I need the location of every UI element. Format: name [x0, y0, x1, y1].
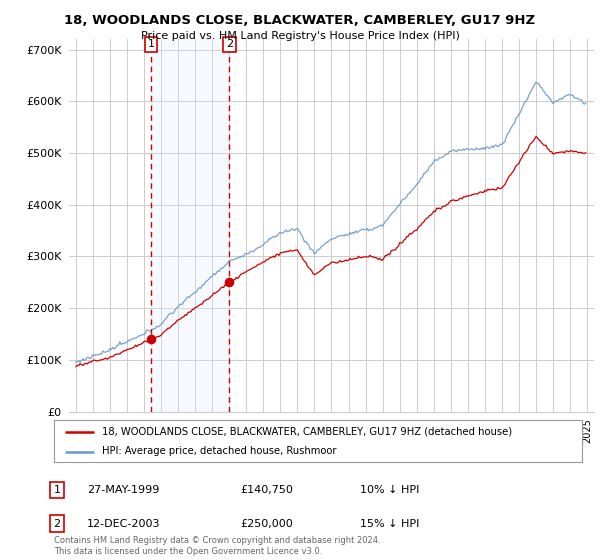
- Text: 10% ↓ HPI: 10% ↓ HPI: [360, 485, 419, 495]
- Text: 2: 2: [53, 519, 61, 529]
- Text: 18, WOODLANDS CLOSE, BLACKWATER, CAMBERLEY, GU17 9HZ (detached house): 18, WOODLANDS CLOSE, BLACKWATER, CAMBERL…: [101, 427, 512, 437]
- Bar: [151, 39, 229, 412]
- Text: HPI: Average price, detached house, Rushmoor: HPI: Average price, detached house, Rush…: [101, 446, 336, 456]
- Text: 12-DEC-2003: 12-DEC-2003: [87, 519, 161, 529]
- Text: £140,750: £140,750: [240, 485, 293, 495]
- Text: 2: 2: [226, 39, 233, 49]
- Text: 18, WOODLANDS CLOSE, BLACKWATER, CAMBERLEY, GU17 9HZ: 18, WOODLANDS CLOSE, BLACKWATER, CAMBERL…: [64, 14, 536, 27]
- Text: 1: 1: [53, 485, 61, 495]
- Point: [224, 278, 234, 287]
- Text: 27-MAY-1999: 27-MAY-1999: [87, 485, 160, 495]
- Text: 1: 1: [148, 39, 154, 49]
- Text: £250,000: £250,000: [240, 519, 293, 529]
- Text: 15% ↓ HPI: 15% ↓ HPI: [360, 519, 419, 529]
- Point: [146, 334, 156, 343]
- Text: Price paid vs. HM Land Registry's House Price Index (HPI): Price paid vs. HM Land Registry's House …: [140, 31, 460, 41]
- Text: Contains HM Land Registry data © Crown copyright and database right 2024.
This d: Contains HM Land Registry data © Crown c…: [54, 536, 380, 556]
